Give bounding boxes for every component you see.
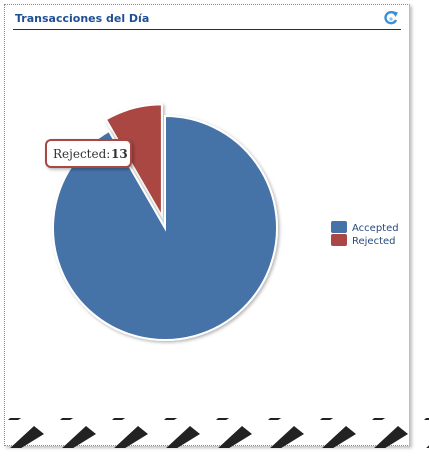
refresh-icon[interactable] xyxy=(383,10,399,26)
widget-header: Transacciones del Día xyxy=(13,9,401,30)
legend-item-accepted[interactable]: Accepted xyxy=(331,221,399,234)
legend-label-rejected: Rejected xyxy=(352,236,396,247)
torn-edge xyxy=(0,418,429,448)
legend-swatch-rejected xyxy=(331,234,347,246)
tooltip-label: Rejected: xyxy=(53,147,110,161)
widget-title: Transacciones del Día xyxy=(15,12,150,25)
chart-legend: Accepted Rejected xyxy=(331,221,399,247)
tooltip-value: 13 xyxy=(111,147,128,161)
pie-slice-accepted[interactable] xyxy=(52,114,278,341)
chart-tooltip: Rejected: 13 xyxy=(45,139,132,168)
pie-slice-rejected[interactable] xyxy=(104,103,163,221)
legend-swatch-accepted xyxy=(331,221,347,233)
legend-item-rejected[interactable]: Rejected xyxy=(331,234,396,247)
legend-label-accepted: Accepted xyxy=(352,223,399,234)
